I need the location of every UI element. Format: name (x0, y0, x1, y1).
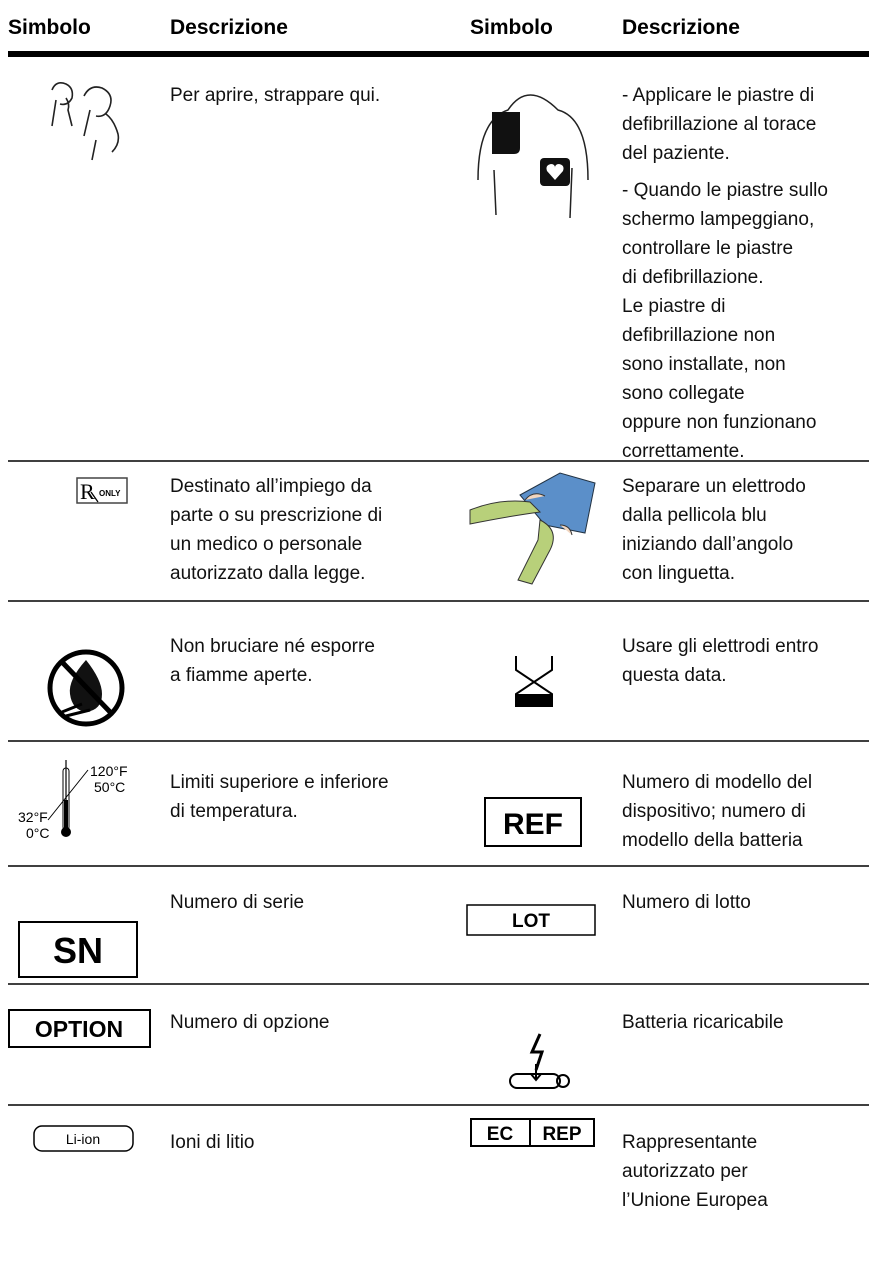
description-line: Numero di modello del (622, 772, 813, 793)
symbol-text: ONLY (99, 489, 121, 498)
description-line: di defibrillazione. (622, 267, 764, 288)
description-line: autorizzato dalla legge. (170, 563, 366, 584)
lot-box (466, 904, 596, 936)
description-line: del paziente. (622, 143, 730, 164)
description-line: questa data. (622, 665, 727, 686)
description-line: - Applicare le piastre di (622, 85, 815, 106)
description-line: Ioni di litio (170, 1132, 255, 1153)
rx-only-icon: R ONLY (76, 477, 128, 504)
description-line: - Quando le piastre sullo (622, 180, 828, 201)
li-ion-box (33, 1125, 134, 1152)
description-line: Rappresentante (622, 1132, 758, 1153)
description-line: Numero di serie (170, 892, 305, 913)
description-line: iniziando dall’angolo (622, 534, 794, 555)
description-line: parte o su prescrizione di (170, 505, 383, 526)
symbol-text: 50°C (94, 779, 125, 795)
description-line: defibrillazione al torace (622, 114, 817, 135)
description-line: sono installate, non (622, 354, 786, 375)
symbol-text: REP (542, 1124, 581, 1145)
header-rule (8, 51, 869, 57)
description-line: Per aprire, strappare qui. (170, 85, 381, 106)
description-line: schermo lampeggiano, (622, 209, 815, 230)
symbol-text: 120°F (90, 763, 128, 779)
symbol-text: EC (487, 1124, 514, 1145)
description-line: Non bruciare né esporre (170, 636, 375, 657)
description-line: Destinato all’impiego da (170, 476, 372, 497)
description-line: Numero di opzione (170, 1012, 330, 1033)
symbol-text: Li-ion (66, 1131, 100, 1147)
description-line: modello della batteria (622, 830, 803, 851)
description-line: sono collegate (622, 383, 745, 404)
symbol-text: 0°C (26, 825, 50, 841)
ref-box (484, 797, 582, 847)
pads-icon (477, 94, 589, 219)
svg-text:R: R (80, 479, 95, 504)
header-cell: Descrizione (170, 16, 288, 39)
row-rules (8, 460, 869, 1106)
option-box (8, 1009, 151, 1048)
header-cell: Descrizione (622, 16, 740, 39)
description-line: Numero di lotto (622, 892, 751, 913)
description-line: oppure non funzionano (622, 412, 817, 433)
description-line: autorizzato per (622, 1161, 748, 1182)
description-line: Batteria ricaricabile (622, 1012, 784, 1033)
symbol-text: 32°F (18, 809, 48, 825)
description-line: a fiamme aperte. (170, 665, 313, 686)
symbol-text: LOT (512, 911, 550, 932)
description-line: un medico o personale (170, 534, 363, 555)
description-line: con linguetta. (622, 563, 736, 584)
battery-icon (509, 1033, 570, 1089)
description-line: defibrillazione non (622, 325, 776, 346)
description-line: dispositivo; numero di (622, 801, 806, 822)
peel-icon (469, 472, 596, 585)
sn-box (18, 921, 138, 978)
tear-icon (51, 82, 120, 161)
expiry-icon (515, 656, 553, 707)
ec-rep-box (470, 1118, 595, 1147)
symbol-text: OPTION (35, 1016, 123, 1042)
header-cell: Simbolo (470, 16, 553, 39)
description-line: dalla pellicola blu (622, 505, 767, 526)
symbol-text: SN (53, 930, 103, 971)
description-line: Le piastre di (622, 296, 726, 317)
description-line: l’Unione Europea (622, 1190, 768, 1211)
temperature-icon: 120°F 50°C 32°F 0°C (18, 760, 128, 841)
description-line: Usare gli elettrodi entro (622, 636, 819, 657)
description-line: controllare le piastre (622, 238, 794, 259)
description-line: Limiti superiore e inferiore (170, 772, 389, 793)
description-line: Separare un elettrodo (622, 476, 806, 497)
header-cell: Simbolo (8, 16, 91, 39)
no-fire-icon (47, 649, 125, 727)
symbol-text: REF (503, 808, 563, 841)
description-line: correttamente. (622, 441, 745, 462)
description-line: di temperatura. (170, 801, 298, 822)
